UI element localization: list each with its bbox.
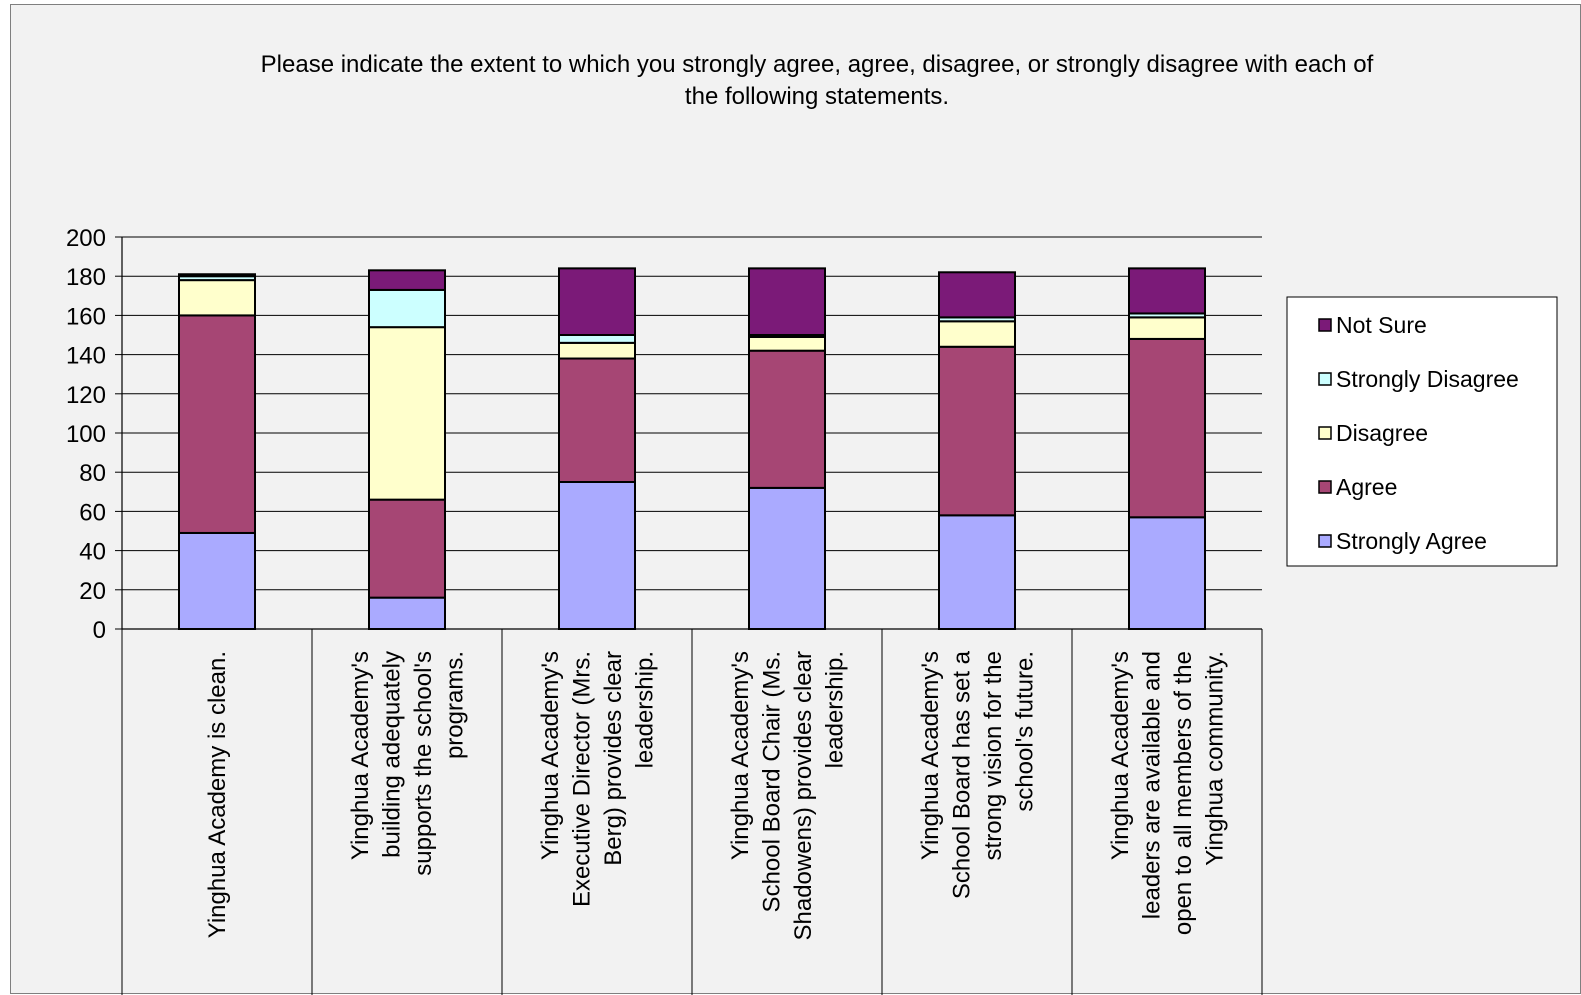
category-label-line: Yinghua community. <box>1201 651 1228 866</box>
y-axis: 0 20 40 60 80 100 120 140 160 180 200 <box>66 225 123 644</box>
y-tick-label: 140 <box>66 343 106 370</box>
bar-segment-agree <box>1128 337 1206 519</box>
y-tick-label: 180 <box>66 264 106 291</box>
legend-label: Disagree <box>1336 420 1428 446</box>
y-tick-label: 100 <box>66 421 106 448</box>
bar-segment-disagree <box>938 320 1016 348</box>
bar-segment-not-sure <box>368 269 446 291</box>
bar-stack <box>368 269 446 631</box>
bar-stack <box>178 273 256 631</box>
y-tick-label: 160 <box>66 303 106 330</box>
bar-segment-agree <box>178 314 256 534</box>
category-label-line: programs. <box>441 651 468 759</box>
legend-swatch <box>1318 318 1332 332</box>
y-tick-label: 0 <box>93 617 106 644</box>
bar-segment-agree <box>368 498 446 599</box>
category-label-line: school's future. <box>1011 651 1038 812</box>
category-label-line: Executive Director (Mrs. <box>568 651 595 907</box>
category-label: Yinghua Academy's leaders are available a… <box>1107 651 1229 935</box>
category-label-line: leadership. <box>631 651 658 768</box>
bar-stack <box>558 267 636 630</box>
y-tick-label: 20 <box>79 578 106 605</box>
bar-segment-agree <box>748 349 826 489</box>
legend-item: Agree <box>1318 474 1397 500</box>
category-label-line: Yinghua Academy's <box>727 651 754 860</box>
category-label-line: leaders are available and <box>1138 651 1165 919</box>
chart-title-line: the following statements. <box>685 83 949 110</box>
bar-segment-strongly-disagree <box>368 288 446 329</box>
category-label: Yinghua Academy's School Board Chair (Ms.… <box>727 651 849 941</box>
legend: Not Sure Strongly Disagree Disagree Agree St… <box>1286 296 1558 567</box>
category-label-line: Yinghua Academy's <box>917 651 944 860</box>
legend-item: Strongly Agree <box>1318 528 1487 554</box>
bar-segment-strongly-agree <box>748 486 826 630</box>
category-label-line: supports the school's <box>410 651 437 876</box>
chart-title-line: Please indicate the extent to which you … <box>261 51 1374 78</box>
bar-stack <box>748 267 826 630</box>
category-label-line: Yinghua Academy's <box>1107 651 1134 860</box>
y-tick-label: 80 <box>79 460 106 487</box>
legend-label: Strongly Disagree <box>1336 366 1519 392</box>
legend-label: Not Sure <box>1336 312 1427 338</box>
y-tick-label: 120 <box>66 382 106 409</box>
bar-segment-disagree <box>368 326 446 501</box>
bar-segment-strongly-agree <box>368 596 446 631</box>
legend-box <box>1286 296 1558 567</box>
bar-segment-not-sure <box>178 273 256 278</box>
category-label-line: open to all members of the <box>1170 651 1197 935</box>
bar-segment-disagree <box>1128 316 1206 340</box>
bar-segment-not-sure <box>1128 267 1206 315</box>
bar-segment-not-sure <box>748 267 826 336</box>
bar-stack <box>1128 267 1206 631</box>
category-label-line: leadership. <box>821 651 848 768</box>
category-label-line: Yinghua Academy's <box>347 651 374 860</box>
stacked-bar-chart: Please indicate the extent to which you … <box>66 51 1558 995</box>
y-tick-label: 200 <box>66 225 106 252</box>
legend-label: Strongly Agree <box>1336 528 1487 554</box>
legend-item: Strongly Disagree <box>1318 366 1519 392</box>
bars <box>178 267 1206 631</box>
legend-item: Not Sure <box>1318 312 1427 338</box>
legend-label: Agree <box>1336 474 1397 500</box>
bar-segment-strongly-agree <box>558 481 636 630</box>
bar-segment-not-sure <box>938 271 1016 319</box>
legend-swatch <box>1318 372 1332 386</box>
chart-title: Please indicate the extent to which you … <box>261 51 1374 110</box>
bar-segment-disagree <box>178 279 256 317</box>
bar-segment-strongly-disagree <box>558 334 636 344</box>
legend-item: Disagree <box>1318 420 1428 446</box>
category-label: Yinghua Academy is clean. <box>204 651 231 938</box>
bar-stack <box>938 271 1016 631</box>
chart-frame: Please indicate the extent to which you … <box>10 4 1581 995</box>
legend-swatch <box>1318 426 1332 440</box>
category-label-line: Yinghua Academy is clean. <box>204 651 231 938</box>
category-label-line: Shadowens) provides clear <box>790 651 817 941</box>
y-tick-label: 40 <box>79 539 106 566</box>
bar-segment-not-sure <box>558 267 636 336</box>
x-axis: Yinghua Academy is clean. Yinghua Academy… <box>121 628 1263 995</box>
category-label-line: Yinghua Academy's <box>537 651 564 860</box>
category-label: Yinghua Academy's building adequately supp… <box>347 651 469 876</box>
category-label-line: building adequately <box>378 651 405 858</box>
category-label-line: School Board Chair (Ms. <box>758 651 785 912</box>
bar-segment-agree <box>938 345 1016 517</box>
legend-swatch <box>1318 534 1332 548</box>
gridlines <box>122 236 1262 591</box>
category-label: Yinghua Academy's Executive Director (Mrs… <box>537 651 659 907</box>
bar-segment-strongly-agree <box>178 531 256 631</box>
bar-segment-strongly-agree <box>938 514 1016 631</box>
category-label-line: Berg) provides clear <box>600 651 627 866</box>
legend-swatch <box>1318 480 1332 494</box>
category-label-line: strong vision for the <box>980 651 1007 860</box>
bar-segment-disagree <box>558 341 636 360</box>
y-tick-label: 60 <box>79 499 106 526</box>
bar-segment-strongly-agree <box>1128 516 1206 631</box>
bar-segment-disagree <box>748 335 826 352</box>
bar-segment-agree <box>558 357 636 483</box>
category-label-line: School Board has set a <box>948 650 975 899</box>
